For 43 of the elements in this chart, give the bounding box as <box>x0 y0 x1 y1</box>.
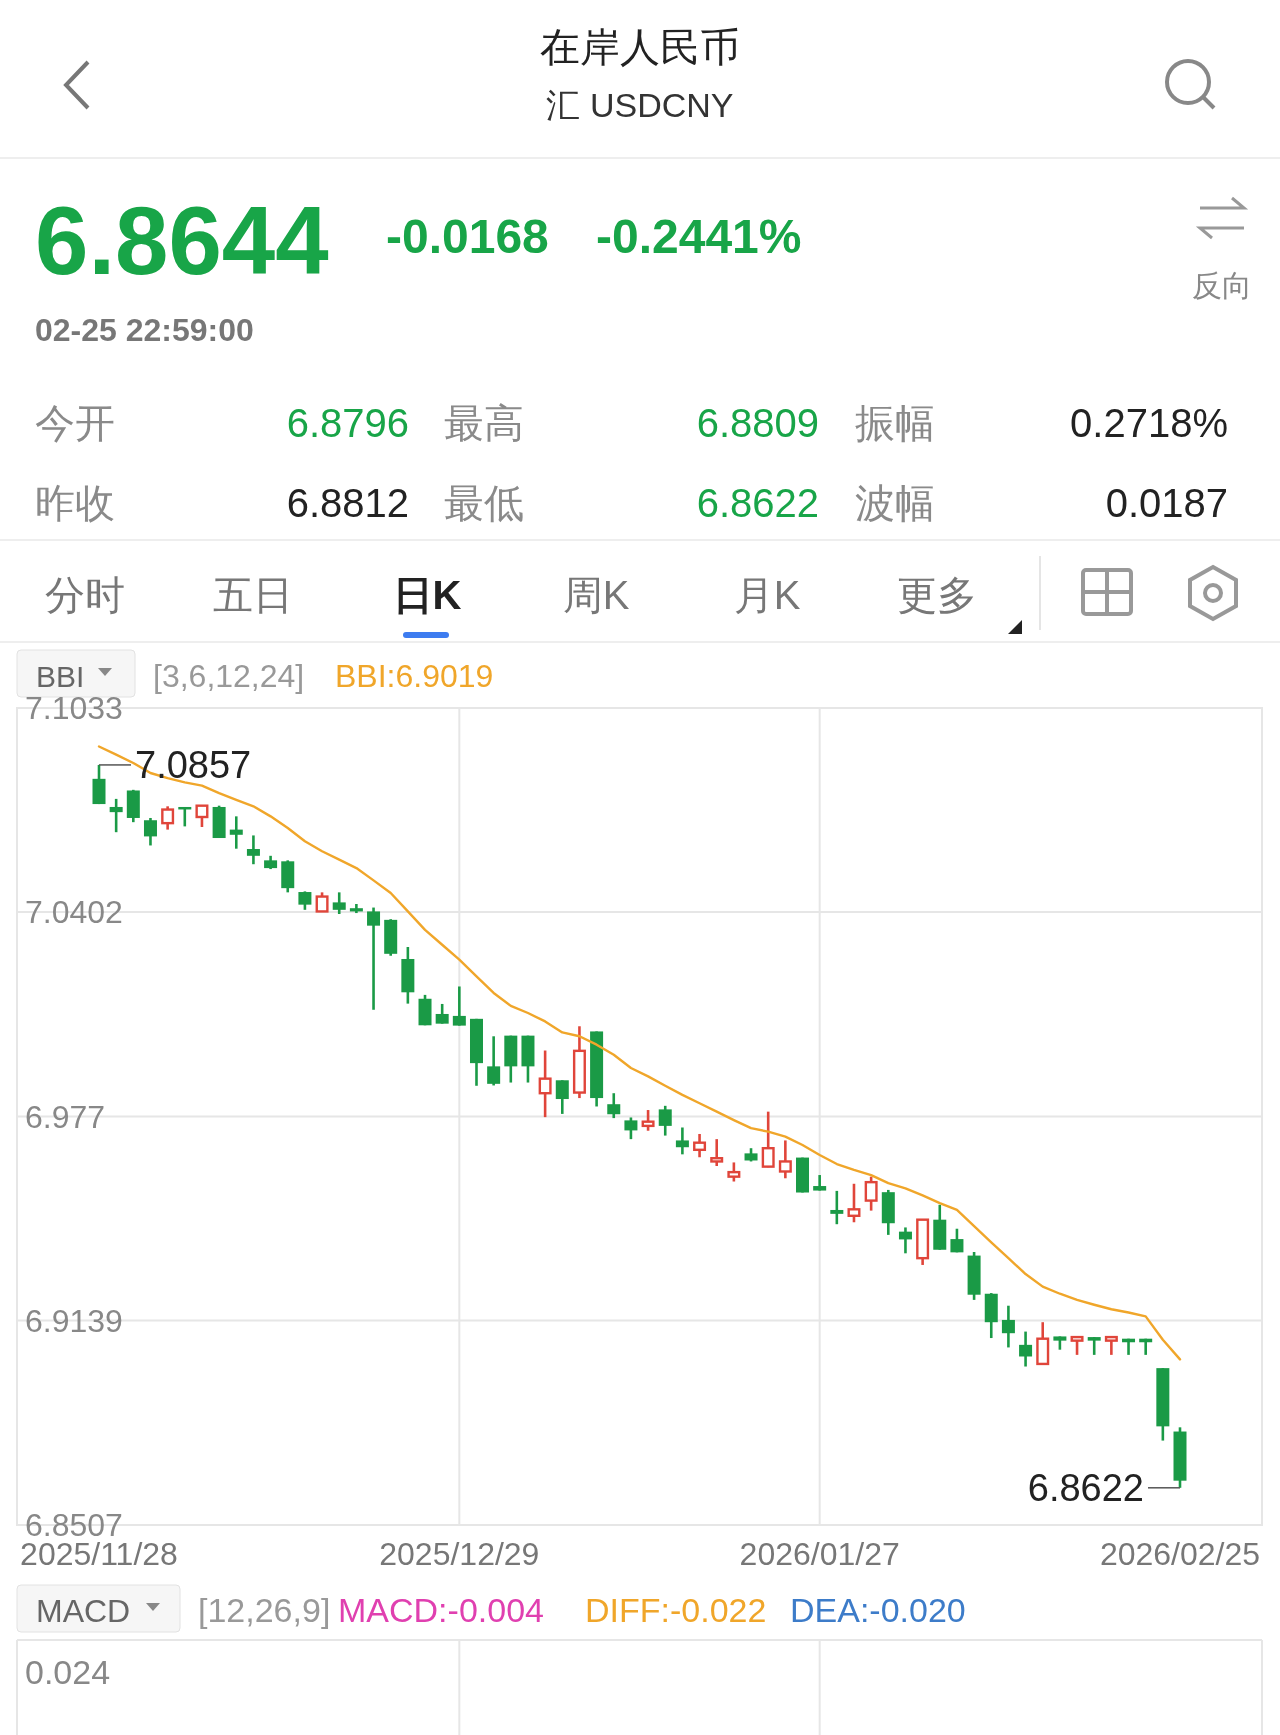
text: 02-25 22:59:00 <box>35 312 254 348</box>
text: 月K <box>733 573 801 617</box>
y-tick-label: 6.9139 <box>25 1302 123 1339</box>
text: MACD <box>36 1593 131 1629</box>
y-tick-label: 7.0402 <box>25 894 123 931</box>
text: BBI <box>36 660 85 693</box>
text: BBI:6.9019 <box>335 658 494 694</box>
text: 最高 <box>444 401 524 445</box>
text: 反向 <box>1192 269 1252 302</box>
text: DEA:-0.020 <box>790 1591 966 1629</box>
x-tick-label: 2025/12/29 <box>379 1536 540 1572</box>
text: 更多 <box>897 573 977 617</box>
annotation: 7.0857 <box>135 743 252 786</box>
x-tick-label: 2026/02/25 <box>1099 1536 1261 1572</box>
text: -0.2441% <box>596 210 802 263</box>
text: [12,26,9] <box>198 1591 331 1629</box>
text: 6.8622 <box>696 481 819 525</box>
text: 昨收 <box>35 481 115 525</box>
annotation: 6.8622 <box>1027 1466 1144 1509</box>
text: MACD:-0.004 <box>338 1591 544 1629</box>
chart-title: 在岸人民币 <box>540 25 740 69</box>
y-tick-label: 7.1033 <box>25 690 123 726</box>
text: 0.0187 <box>1105 481 1228 525</box>
text: 周K <box>562 573 630 617</box>
chart-subtitle: 汇 USDCNY <box>546 86 734 124</box>
text: 6.8812 <box>286 481 409 525</box>
text: DIFF:-0.022 <box>585 1591 767 1629</box>
y-tick-label: 6.977 <box>25 1098 106 1135</box>
text: 最低 <box>444 481 524 525</box>
text: 五日 <box>213 573 293 617</box>
text: 今开 <box>35 401 115 445</box>
text: 6.8796 <box>286 401 409 445</box>
text: 6.8809 <box>696 401 819 445</box>
x-tick-label: 2026/01/27 <box>739 1536 900 1572</box>
text: 振幅 <box>855 401 935 445</box>
text: [3,6,12,24] <box>153 658 305 694</box>
text: 0.2718% <box>1070 401 1228 445</box>
text: 分时 <box>45 573 125 617</box>
text: 0.024 <box>25 1653 111 1691</box>
text: 日K <box>392 573 462 617</box>
text: 波幅 <box>855 481 935 525</box>
text: -0.0168 <box>386 210 549 263</box>
text: 6.8644 <box>35 187 329 294</box>
